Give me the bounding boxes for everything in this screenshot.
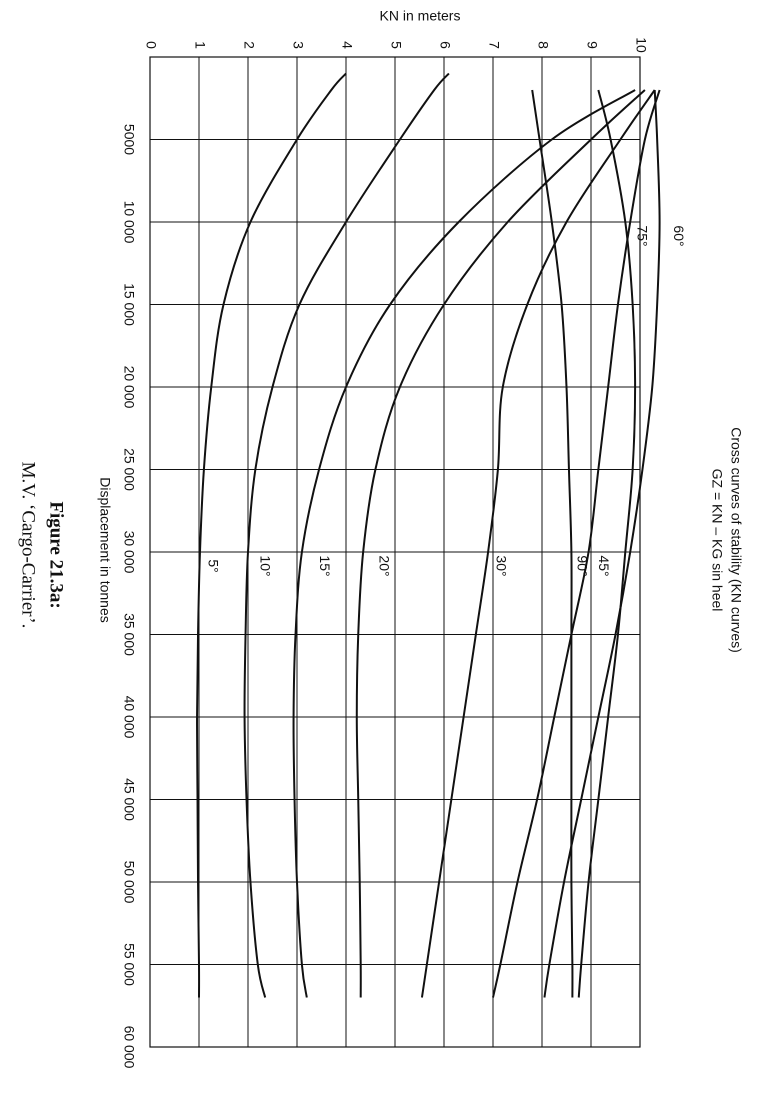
chart-title: Cross curves of stability (KN curves) (728, 427, 744, 653)
x-tick-label: 20 000 (121, 366, 137, 409)
x-tick-label: 55 000 (121, 943, 137, 986)
y-tick-label: 2 (241, 41, 257, 49)
curve-label: 15° (317, 555, 333, 576)
caption: M.V. ‘Cargo-Carrier’. (18, 462, 39, 629)
curve-label: 5° (205, 559, 221, 572)
y-tick-label: 10 (633, 37, 649, 53)
y-tick-label: 1 (192, 41, 208, 49)
x-tick-label: 30 000 (121, 531, 137, 574)
curve-label: 30° (493, 555, 509, 576)
curve (420, 89, 656, 998)
y-tick-label: 5 (388, 41, 404, 49)
curve-label: 10° (257, 555, 273, 576)
chart-subtitle: GZ = KN – KG sin heel (709, 469, 725, 612)
y-tick-label: 6 (437, 41, 453, 49)
curve-label: 90° (575, 555, 591, 576)
curve (531, 89, 574, 998)
curve-label: 60° (671, 225, 687, 246)
y-tick-label: 8 (535, 41, 551, 49)
x-tick-label: 15 000 (121, 283, 137, 326)
curve (355, 89, 646, 998)
y-tick-label: 9 (584, 41, 600, 49)
x-tick-label: 45 000 (121, 778, 137, 821)
x-axis-label: Displacement in tonnes (97, 477, 113, 623)
x-tick-label: 5000 (121, 124, 137, 155)
x-tick-label: 10 000 (121, 201, 137, 244)
y-tick-label: 0 (143, 41, 159, 49)
x-tick-label: 50 000 (121, 861, 137, 904)
curve (196, 72, 347, 998)
x-tick-label: 25 000 (121, 448, 137, 491)
curve (243, 72, 450, 998)
curve-label: 45° (596, 555, 612, 576)
curve (577, 89, 637, 998)
x-tick-label: 35 000 (121, 613, 137, 656)
curve (292, 89, 636, 998)
y-tick-label: 3 (290, 41, 306, 49)
x-tick-label: 40 000 (121, 696, 137, 739)
curve (543, 89, 661, 998)
y-tick-label: 4 (339, 41, 355, 49)
x-tick-label: 60 000 (121, 1026, 137, 1069)
curve (492, 89, 661, 998)
curve-label: 75° (635, 225, 651, 246)
curve-label: 20° (376, 555, 392, 576)
y-tick-label: 7 (486, 41, 502, 49)
caption-title: Figure 21.3a: (46, 501, 67, 608)
y-axis-label: KN in meters (380, 8, 461, 24)
